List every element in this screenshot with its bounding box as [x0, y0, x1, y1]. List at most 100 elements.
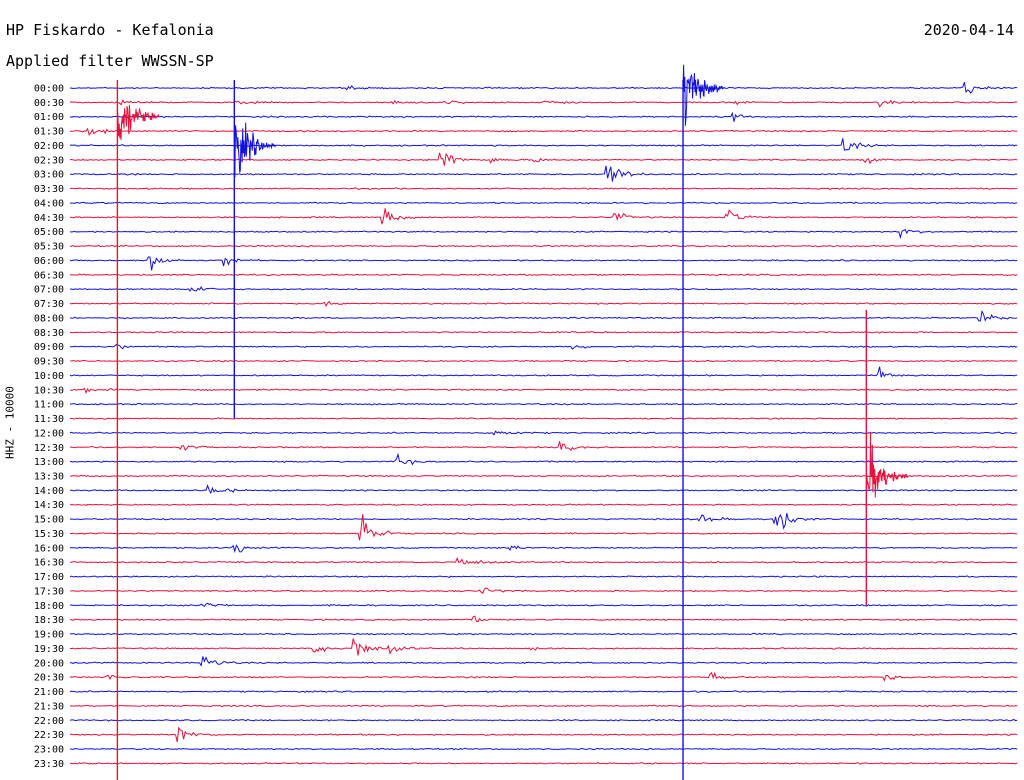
trace-row-0730	[69, 300, 1018, 307]
time-tick-label: 08:00	[34, 313, 64, 324]
trace-row-1630	[69, 556, 1018, 565]
time-tick-label: 09:00	[34, 342, 64, 353]
trace-row-0800	[69, 309, 1018, 322]
large-quake-1	[116, 80, 160, 780]
time-tick-label: 22:00	[34, 716, 64, 727]
time-tick-label: 23:00	[34, 745, 64, 756]
time-tick-label: 14:00	[34, 486, 64, 497]
trace-row-1700	[69, 575, 1018, 578]
trace-row-0200	[69, 138, 1018, 151]
time-tick-label: 05:30	[34, 242, 64, 253]
trace-row-0130	[69, 127, 1018, 136]
time-tick-label: 05:00	[34, 227, 64, 238]
time-tick-label: 16:00	[34, 543, 64, 554]
time-tick-label: 11:00	[34, 400, 64, 411]
trace-row-1100	[69, 402, 1018, 406]
trace-row-0830	[69, 330, 1018, 334]
time-tick-label: 04:00	[34, 198, 64, 209]
trace-row-0530	[69, 244, 1018, 248]
trace-row-1130	[70, 417, 1018, 420]
trace-row-2330	[70, 762, 1018, 765]
trace-row-0430	[69, 208, 1018, 225]
trace-row-2130	[69, 704, 1018, 708]
time-tick-label: 15:30	[34, 529, 64, 540]
trace-row-1600	[70, 544, 1018, 554]
time-tick-label: 07:00	[34, 285, 64, 296]
time-tick-label: 03:00	[34, 170, 64, 181]
channel-label: HHZ - 10000	[3, 386, 17, 459]
trace-row-2000	[69, 656, 1018, 667]
trace-row-1000	[69, 366, 1018, 378]
trace-row-1430	[69, 503, 1018, 507]
time-tick-label: 09:30	[34, 357, 64, 368]
trace-row-0230	[69, 152, 1018, 166]
time-tick-label: 02:00	[34, 141, 64, 152]
time-tick-label: 02:30	[34, 155, 64, 166]
time-tick-label: 08:30	[34, 328, 64, 339]
large-quake-3	[682, 64, 725, 780]
time-tick-label: 23:30	[34, 759, 64, 770]
time-tick-label: 21:00	[34, 687, 64, 698]
time-tick-label: 14:30	[34, 500, 64, 511]
trace-row-0400	[69, 201, 1018, 205]
trace-row-0630	[69, 273, 1018, 277]
time-tick-label: 18:30	[34, 615, 64, 626]
date-label: 2020-04-14	[923, 21, 1014, 39]
trace-row-1330	[69, 474, 1018, 478]
time-tick-label: 13:30	[34, 471, 64, 482]
time-tick-labels: 00:00 00:30 01:00 01:30 02:00 02:30 03:00 03:30…	[34, 84, 64, 770]
time-tick-label: 06:30	[34, 270, 64, 281]
time-tick-label: 16:30	[34, 558, 64, 569]
time-tick-label: 10:00	[34, 371, 64, 382]
time-tick-label: 17:30	[34, 586, 64, 597]
trace-row-1230	[69, 441, 1018, 452]
large-quake-2	[233, 80, 277, 419]
time-tick-label: 06:00	[34, 256, 64, 267]
time-tick-label: 22:30	[34, 730, 64, 741]
large-quake-4	[865, 309, 909, 606]
time-tick-label: 00:00	[34, 84, 64, 95]
trace-row-2100	[69, 690, 1018, 693]
time-tick-label: 20:30	[34, 673, 64, 684]
station-title: HP Fiskardo - Kefalonia	[6, 21, 214, 39]
quake-layer	[116, 64, 909, 780]
time-tick-label: 07:30	[34, 299, 64, 310]
time-tick-label: 15:00	[34, 515, 64, 526]
time-tick-label: 18:00	[34, 601, 64, 612]
trace-row-0330	[69, 187, 1018, 190]
time-tick-label: 12:30	[34, 443, 64, 454]
trace-row-2030	[69, 671, 1018, 682]
time-tick-label: 01:00	[34, 112, 64, 123]
trace-row-1300	[69, 452, 1018, 466]
trace-row-0500	[69, 228, 1018, 240]
trace-row-1900	[69, 632, 1018, 636]
time-tick-label: 11:30	[34, 414, 64, 425]
time-tick-label: 01:30	[34, 127, 64, 138]
time-tick-label: 21:30	[34, 701, 64, 712]
time-tick-label: 00:30	[34, 98, 64, 109]
trace-row-2200	[69, 718, 1018, 722]
trace-row-0700	[69, 286, 1018, 292]
trace-row-0900	[70, 343, 1018, 350]
time-tick-label: 12:00	[34, 428, 64, 439]
time-tick-label: 10:30	[34, 385, 64, 396]
trace-row-0300	[70, 165, 1018, 182]
trace-row-1730	[69, 587, 1018, 594]
trace-row-1400	[69, 483, 1018, 495]
trace-row-1930	[69, 638, 1018, 656]
trace-row-0030	[69, 99, 1018, 108]
trace-row-2230	[69, 726, 1018, 743]
trace-row-1800	[69, 602, 1018, 607]
time-tick-label: 19:00	[34, 630, 64, 641]
trace-row-1500	[69, 512, 1018, 530]
time-tick-label: 17:00	[34, 572, 64, 583]
time-tick-label: 20:00	[34, 658, 64, 669]
trace-row-0600	[69, 256, 1018, 271]
time-tick-label: 04:30	[34, 213, 64, 224]
trace-row-0100	[69, 111, 1018, 122]
trace-row-0930	[69, 359, 1018, 363]
trace-row-2300	[69, 747, 1018, 751]
trace-row-1030	[69, 387, 1018, 395]
time-tick-label: 13:00	[34, 457, 64, 468]
